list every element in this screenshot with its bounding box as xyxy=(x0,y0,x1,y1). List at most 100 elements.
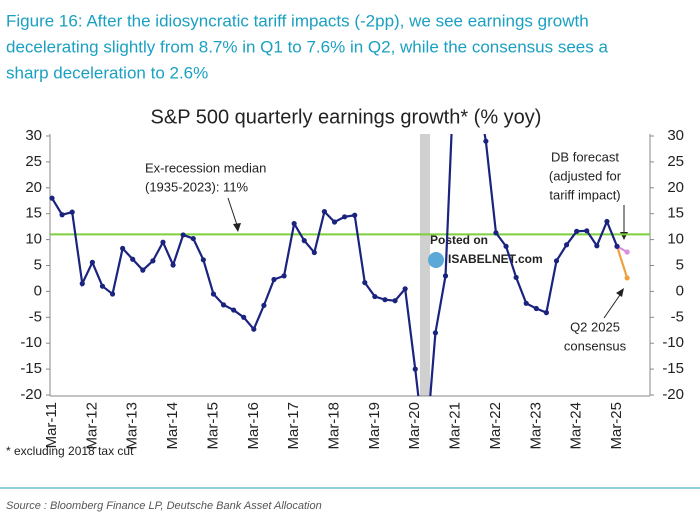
data-point xyxy=(170,262,176,268)
x-tick-label: Mar-21 xyxy=(447,402,464,450)
source: Source : Bloomberg Finance LP, Deutsche … xyxy=(6,500,322,512)
series-line xyxy=(615,245,629,279)
y-tick-label: 25 xyxy=(25,153,42,170)
annotation: (1935-2023): 11% xyxy=(145,179,249,194)
x-tick-label: Mar-16 xyxy=(245,402,262,450)
annotation: consensus xyxy=(564,338,627,353)
data-point xyxy=(190,235,196,242)
data-point xyxy=(342,214,348,220)
y2-tick-label: 10 xyxy=(667,231,684,248)
arrow-head xyxy=(233,223,241,232)
x-tick-label: Mar-22 xyxy=(487,402,504,450)
arrow-head xyxy=(616,288,624,297)
footnote: * excluding 2018 tax cut xyxy=(6,444,134,458)
y2-tick-label: 30 xyxy=(667,127,684,144)
x-tick-label: Mar-20 xyxy=(406,402,423,450)
data-point xyxy=(99,283,106,289)
data-point xyxy=(584,228,590,234)
y-tick-label: -15 xyxy=(20,360,42,377)
data-point xyxy=(614,243,620,249)
data-point xyxy=(331,219,338,225)
y2-tick-label: -10 xyxy=(662,334,684,351)
y2-tick-label: 15 xyxy=(667,205,684,222)
x-tick-label: Mar-13 xyxy=(124,402,141,450)
data-point xyxy=(372,293,378,300)
y-tick-label: 0 xyxy=(34,282,42,299)
arrow-head xyxy=(620,232,628,240)
data-point xyxy=(382,297,388,303)
y-tick-label: -20 xyxy=(20,386,42,403)
data-point xyxy=(79,281,85,287)
chart-title: S&P 500 quarterly earnings growth* (% yo… xyxy=(151,106,542,128)
y-tick-label: 10 xyxy=(25,231,42,248)
data-point xyxy=(301,238,307,244)
data-point xyxy=(473,82,478,87)
data-point xyxy=(130,256,136,262)
y2-tick-label: 5 xyxy=(676,256,684,273)
watermark-logo xyxy=(428,252,444,268)
data-point xyxy=(442,273,449,279)
y2-tick-label: -20 xyxy=(662,386,684,403)
annotation: tariff impact) xyxy=(549,187,620,202)
data-point xyxy=(69,209,75,215)
data-point xyxy=(200,257,206,263)
data-point xyxy=(220,302,227,308)
data-point xyxy=(624,275,630,281)
x-tick-label: Mar-14 xyxy=(164,402,181,450)
data-point xyxy=(241,314,247,320)
annotation: DB forecast xyxy=(551,149,619,164)
y-tick-label: 30 xyxy=(25,127,42,144)
data-point xyxy=(553,258,560,264)
plot-area xyxy=(49,82,630,460)
data-point xyxy=(574,228,580,234)
y2-tick-label: -15 xyxy=(662,360,684,377)
data-point xyxy=(231,307,237,313)
data-point xyxy=(109,291,116,297)
data-point xyxy=(362,279,368,286)
data-point xyxy=(251,326,257,332)
data-point xyxy=(432,330,439,336)
data-point xyxy=(402,286,408,292)
data-point xyxy=(533,305,539,312)
x-tick-label: Mar-17 xyxy=(285,402,302,450)
data-point xyxy=(160,239,166,245)
x-tick-label: Mar-15 xyxy=(204,402,221,450)
data-point xyxy=(423,455,428,460)
annotation: Q2 2025 xyxy=(570,319,620,334)
data-point xyxy=(271,276,277,283)
data-point xyxy=(59,212,65,218)
x-tick-label: Mar-25 xyxy=(608,402,625,450)
data-point xyxy=(150,258,156,264)
header-line: Figure 16: After the idiosyncratic tarif… xyxy=(6,11,589,30)
data-point xyxy=(563,242,570,248)
data-point xyxy=(543,310,550,316)
annotation: Ex-recession median xyxy=(145,160,266,175)
data-point xyxy=(493,230,499,236)
data-point xyxy=(261,302,267,308)
annotation: (adjusted for xyxy=(549,168,622,183)
data-point xyxy=(49,195,55,201)
watermark: ISABELNET.com xyxy=(448,252,543,266)
x-tick-label: Mar-23 xyxy=(527,402,544,450)
y2-tick-label: 25 xyxy=(667,153,684,170)
data-point xyxy=(523,300,529,306)
data-point xyxy=(594,243,600,249)
data-point xyxy=(89,259,95,265)
data-point xyxy=(483,138,489,144)
arrow xyxy=(227,197,239,229)
data-point xyxy=(311,249,317,256)
x-tick-label: Mar-12 xyxy=(83,402,100,450)
data-point xyxy=(180,232,186,238)
recession-shade xyxy=(420,134,430,396)
watermark: Posted on xyxy=(430,233,488,247)
data-point xyxy=(513,274,519,281)
data-point xyxy=(352,212,358,218)
data-point xyxy=(503,243,509,249)
y-tick-label: -10 xyxy=(20,334,42,351)
data-point xyxy=(412,366,418,372)
y2-tick-label: 0 xyxy=(676,282,684,299)
y2-tick-label: 20 xyxy=(667,179,684,196)
x-tick-label: Mar-24 xyxy=(568,402,585,450)
y-tick-label: 20 xyxy=(25,179,42,196)
